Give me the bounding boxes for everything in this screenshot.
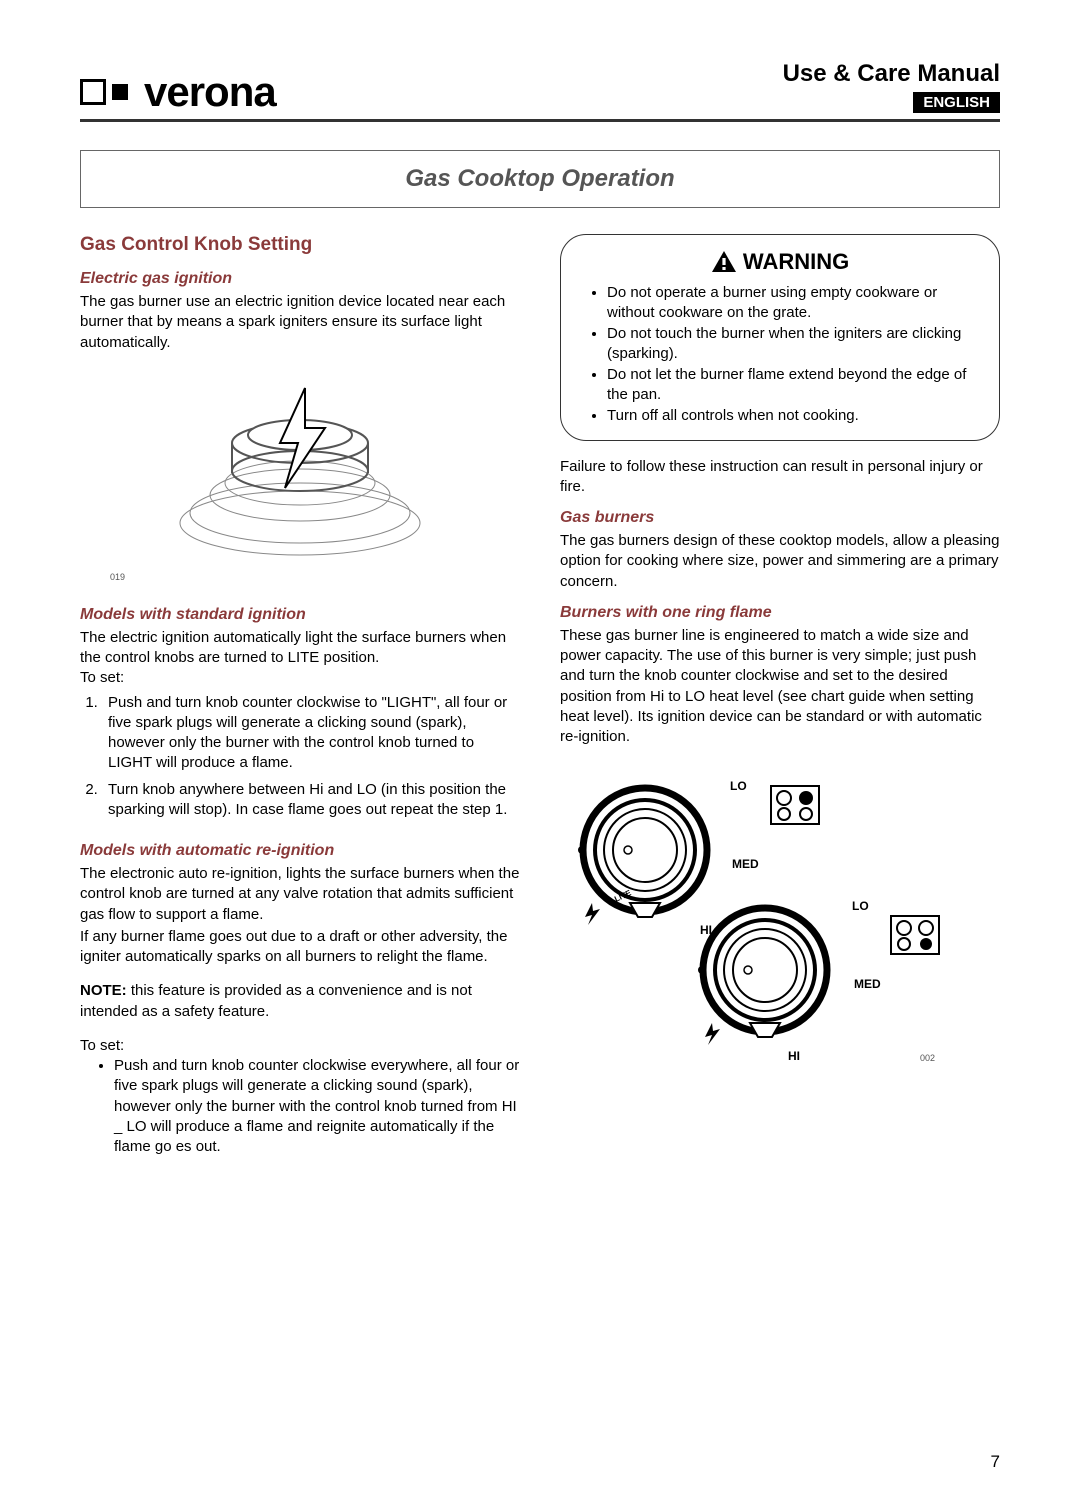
note-label: NOTE: (80, 982, 127, 999)
heading-knob-setting: Gas Control Knob Setting (80, 234, 520, 256)
list-item: Turn off all controls when not cooking. (607, 406, 981, 426)
note-text: this feature is provided as a convenienc… (80, 982, 472, 1019)
auto-reignition-steps: Push and turn knob counter clockwise eve… (80, 1056, 520, 1157)
para-one-ring: These gas burner line is engineered to m… (560, 626, 1000, 748)
figure-number-002: 002 (920, 1053, 935, 1063)
list-item: Do not let the burner flame extend beyon… (607, 365, 981, 404)
dial1-label-lo: LO (730, 779, 747, 793)
header-right: Use & Care Manual ENGLISH (783, 60, 1000, 113)
para-gas-burners: The gas burners design of these cooktop … (560, 531, 1000, 592)
brand-logo: verona (80, 71, 276, 113)
warning-heading: WARNING (579, 249, 981, 277)
right-column: WARNING Do not operate a burner using em… (560, 234, 1000, 1159)
cooktop-indicator-icon (890, 915, 940, 955)
list-item: Do not touch the burner when the igniter… (607, 324, 981, 363)
dial2-label-med: MED (854, 977, 881, 991)
control-dial-2 (690, 895, 840, 1045)
section-title: Gas Cooktop Operation (405, 165, 674, 192)
burner-illustration (170, 373, 430, 563)
manual-title: Use & Care Manual (783, 60, 1000, 88)
para-standard-ignition: The electric ignition automatically ligh… (80, 628, 520, 669)
language-badge: ENGLISH (913, 92, 1000, 113)
burner-figure: 019 (80, 373, 520, 582)
dial2-label-hi: HI (788, 1049, 800, 1063)
left-column: Gas Control Knob Setting Electric gas ig… (80, 234, 520, 1159)
warning-icon (711, 251, 743, 276)
after-warning-text: Failure to follow these instruction can … (560, 457, 1000, 498)
toset-label-1: To set: (80, 668, 520, 688)
section-title-box: Gas Cooktop Operation (80, 150, 1000, 208)
logo-square-outline (80, 79, 106, 105)
subhead-gas-burners: Gas burners (560, 509, 1000, 527)
subhead-one-ring: Burners with one ring flame (560, 604, 1000, 622)
note-paragraph: NOTE: this feature is provided as a conv… (80, 981, 520, 1022)
list-item: Do not operate a burner using empty cook… (607, 283, 981, 322)
dial1-label-med: MED (732, 857, 759, 871)
cooktop-indicator-icon (770, 785, 820, 825)
dial2-label-lo: LO (852, 899, 869, 913)
logo-mark (80, 79, 128, 105)
toset-label-2: To set: (80, 1036, 520, 1056)
para-auto-reignition-b: If any burner flame goes out due to a dr… (80, 927, 520, 968)
para-electric-ignition: The gas burner use an electric ignition … (80, 292, 520, 353)
warning-title: WARNING (743, 249, 849, 274)
figure-number-019: 019 (110, 572, 520, 582)
list-item: Push and turn knob counter clockwise eve… (114, 1056, 520, 1157)
standard-ignition-steps: Push and turn knob counter clockwise to … (80, 693, 520, 821)
para-auto-reignition-a: The electronic auto re-ignition, lights … (80, 864, 520, 925)
list-item: Push and turn knob counter clockwise to … (102, 693, 520, 774)
warning-list: Do not operate a burner using empty cook… (579, 283, 981, 426)
list-item: Turn knob anywhere between Hi and LO (in… (102, 780, 520, 821)
subhead-electric-ignition: Electric gas ignition (80, 270, 520, 288)
brand-name: verona (144, 71, 276, 113)
logo-square-solid (112, 84, 128, 100)
page-header: verona Use & Care Manual ENGLISH (80, 60, 1000, 122)
subhead-auto-reignition: Models with automatic re-ignition (80, 842, 520, 860)
warning-box: WARNING Do not operate a burner using em… (560, 234, 1000, 441)
dial-figure-area: LITE LO MED HI (560, 765, 1000, 1085)
page-number: 7 (991, 1452, 1000, 1472)
content-columns: Gas Control Knob Setting Electric gas ig… (80, 234, 1000, 1159)
subhead-standard-ignition: Models with standard ignition (80, 606, 520, 624)
